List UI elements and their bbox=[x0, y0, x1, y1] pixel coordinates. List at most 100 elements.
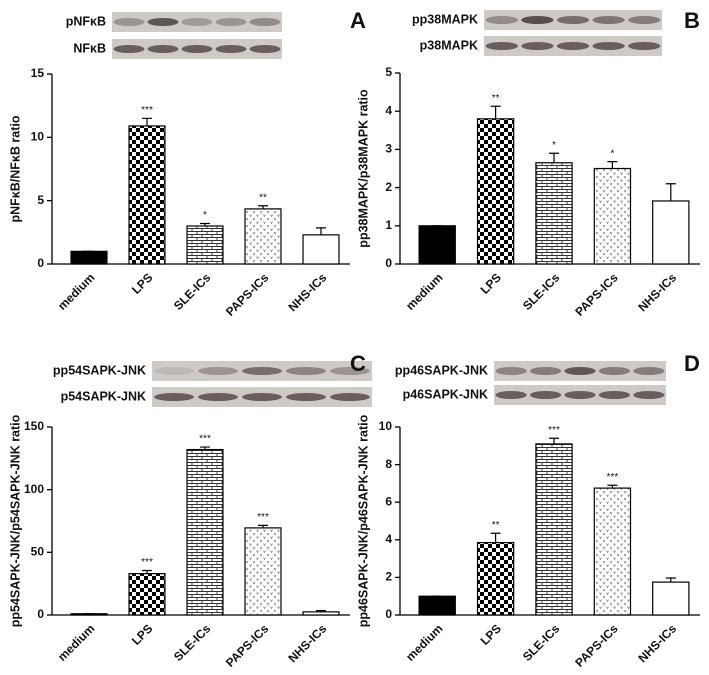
x-tick-label: SLE-ICs bbox=[520, 621, 563, 664]
blot-band bbox=[521, 16, 554, 24]
blot-band bbox=[598, 367, 631, 375]
x-tick-label: medium bbox=[403, 621, 445, 663]
error-bar bbox=[316, 610, 326, 612]
blot-band bbox=[147, 45, 179, 53]
bar bbox=[476, 542, 515, 616]
error-bar bbox=[549, 152, 559, 163]
blot-band bbox=[628, 16, 661, 24]
y-tick-label: 0 bbox=[37, 607, 44, 621]
significance-label: *** bbox=[548, 425, 560, 436]
blot-label: p46SAPK-JNK bbox=[403, 387, 488, 401]
x-tick-label: LPS bbox=[478, 621, 504, 647]
blot-band bbox=[598, 391, 631, 399]
blot-label: NFκB bbox=[73, 41, 106, 55]
y-tick-label: 2 bbox=[385, 570, 392, 584]
panel-letter: C bbox=[350, 351, 366, 376]
y-tick-label: 6 bbox=[385, 494, 392, 508]
error-bar bbox=[142, 117, 152, 126]
x-tick-label: medium bbox=[55, 621, 97, 663]
y-tick-label: 4 bbox=[385, 532, 392, 546]
blot-strip bbox=[112, 12, 282, 32]
error-bar bbox=[607, 484, 618, 489]
significance-label: *** bbox=[257, 512, 269, 523]
blot-band bbox=[154, 393, 194, 401]
x-tick-label: PAPS-ICs bbox=[572, 270, 621, 319]
y-tick-label: 50 bbox=[31, 545, 45, 559]
x-tick-label: LPS bbox=[129, 621, 155, 647]
blot-band bbox=[330, 393, 370, 401]
significance-label: *** bbox=[141, 105, 153, 116]
significance-label: ** bbox=[492, 93, 500, 104]
y-tick-label: 5 bbox=[385, 65, 392, 79]
blot-band bbox=[556, 42, 590, 50]
blot-band bbox=[592, 42, 625, 50]
blot-band bbox=[154, 367, 194, 375]
x-tick-label: SLE-ICs bbox=[171, 621, 214, 664]
y-tick-label: 0 bbox=[385, 607, 392, 621]
blot-label: pp46SAPK-JNK bbox=[395, 363, 488, 377]
x-tick-label: SLE-ICs bbox=[520, 270, 563, 313]
y-axis-label: pNFκB/NFκB ratio bbox=[8, 115, 22, 222]
blot-band bbox=[198, 367, 238, 375]
bar bbox=[128, 573, 166, 616]
error-bar bbox=[200, 446, 210, 450]
x-tick-label: LPS bbox=[129, 270, 155, 296]
bar bbox=[418, 595, 456, 616]
blot-band bbox=[113, 45, 145, 53]
x-tick-label: NHS-ICs bbox=[286, 621, 330, 665]
significance-label: *** bbox=[607, 472, 619, 483]
blot-band bbox=[242, 367, 282, 375]
bar bbox=[418, 225, 456, 265]
blot-band bbox=[529, 391, 562, 399]
blot-band bbox=[215, 18, 247, 26]
error-bar bbox=[258, 524, 268, 528]
x-tick-label: medium bbox=[403, 270, 445, 312]
bar bbox=[128, 125, 166, 265]
y-axis-label: pp54SAPK-JNK/p54SAPK-JNK ratio bbox=[8, 414, 22, 627]
x-tick-label: NHS-ICs bbox=[635, 270, 679, 314]
blot-band bbox=[633, 391, 665, 399]
bar bbox=[302, 234, 340, 265]
error-bar bbox=[665, 577, 676, 583]
blot-band bbox=[181, 45, 213, 53]
y-tick-label: 100 bbox=[24, 482, 44, 496]
blot-band bbox=[628, 42, 661, 50]
y-tick-label: 3 bbox=[385, 142, 392, 156]
bar bbox=[593, 167, 632, 265]
blot-band bbox=[198, 393, 238, 401]
x-tick-label: PAPS-ICs bbox=[223, 621, 272, 670]
x-tick-label: LPS bbox=[478, 270, 504, 296]
bar bbox=[652, 581, 690, 616]
y-tick-label: 15 bbox=[31, 66, 45, 80]
panel-letter: B bbox=[684, 8, 700, 33]
error-bar bbox=[607, 161, 618, 169]
significance-label: ** bbox=[492, 520, 500, 531]
blot-label: pp38MAPK bbox=[412, 12, 478, 26]
y-tick-label: 0 bbox=[37, 256, 44, 270]
blot-band bbox=[485, 16, 518, 24]
blot-band bbox=[564, 391, 596, 399]
significance-label: * bbox=[552, 140, 556, 151]
blot-label: pNFκB bbox=[66, 14, 106, 28]
y-tick-label: 1 bbox=[385, 218, 392, 232]
blot-band bbox=[215, 45, 247, 53]
blot-band bbox=[592, 16, 625, 24]
blot-band bbox=[485, 42, 518, 50]
error-bar bbox=[258, 205, 268, 209]
blot-band bbox=[529, 367, 562, 375]
x-tick-label: SLE-ICs bbox=[171, 270, 214, 313]
blot-band bbox=[495, 367, 527, 375]
y-tick-label: 5 bbox=[37, 193, 44, 207]
significance-label: * bbox=[610, 148, 614, 159]
error-bar bbox=[490, 105, 501, 119]
blot-band bbox=[181, 18, 213, 26]
panel-letter: A bbox=[350, 8, 366, 33]
blot-label: p38MAPK bbox=[420, 38, 478, 52]
x-tick-label: NHS-ICs bbox=[635, 621, 679, 665]
error-bar bbox=[316, 227, 326, 235]
x-tick-label: medium bbox=[55, 270, 97, 312]
bar bbox=[244, 208, 282, 265]
y-tick-label: 10 bbox=[379, 419, 393, 433]
bar bbox=[186, 225, 224, 265]
